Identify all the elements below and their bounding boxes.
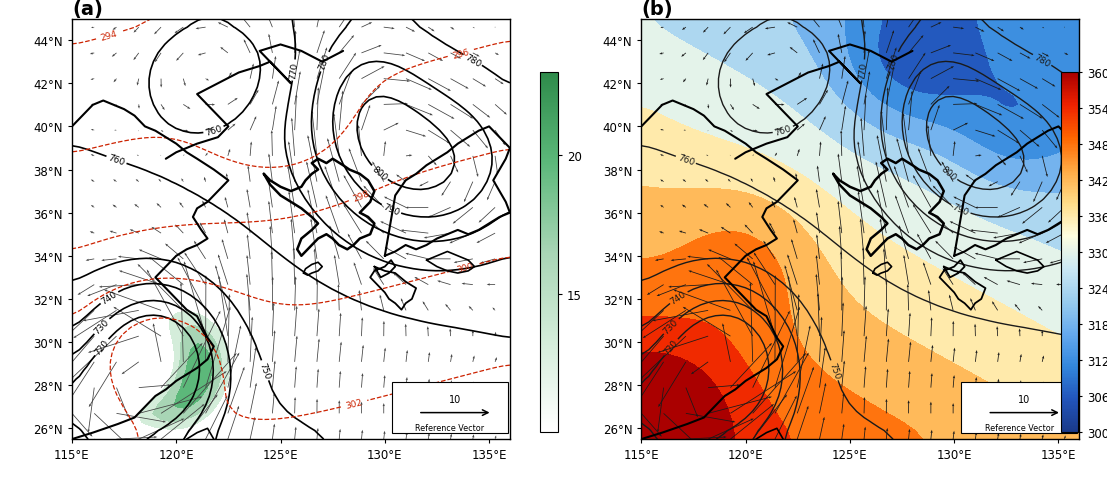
Text: 750: 750 [258, 361, 272, 380]
Text: 780: 780 [887, 53, 901, 72]
Text: 760: 760 [107, 153, 126, 167]
Text: 770: 770 [858, 62, 869, 80]
Text: 780: 780 [317, 53, 332, 72]
FancyBboxPatch shape [961, 383, 1077, 433]
Text: 10: 10 [449, 394, 462, 405]
Text: (b): (b) [641, 0, 673, 20]
Text: 800: 800 [370, 164, 389, 183]
Text: 730: 730 [92, 317, 111, 336]
Text: Reference Vector: Reference Vector [415, 423, 485, 432]
Text: 720: 720 [93, 338, 111, 357]
Text: 730: 730 [662, 317, 681, 336]
Text: 296: 296 [452, 47, 470, 61]
Text: 800: 800 [940, 164, 959, 183]
Text: 10: 10 [1018, 394, 1031, 405]
FancyBboxPatch shape [392, 383, 508, 433]
Text: 302: 302 [344, 397, 363, 410]
Text: 760: 760 [676, 153, 695, 167]
Text: 760: 760 [774, 124, 793, 138]
Text: 780: 780 [1033, 53, 1052, 69]
Text: 760: 760 [204, 124, 224, 138]
Text: 790: 790 [951, 203, 970, 218]
Text: 770: 770 [288, 62, 300, 80]
Text: (a): (a) [72, 0, 103, 20]
Text: 740: 740 [100, 289, 118, 306]
Text: 790: 790 [382, 203, 401, 218]
Text: 720: 720 [662, 338, 680, 357]
Text: 780: 780 [463, 53, 483, 69]
Text: 300: 300 [455, 262, 474, 274]
Text: 298: 298 [352, 189, 371, 203]
Text: 750: 750 [827, 361, 841, 380]
Text: 294: 294 [100, 30, 118, 43]
Text: 740: 740 [669, 289, 689, 306]
Text: Reference Vector: Reference Vector [985, 423, 1054, 432]
